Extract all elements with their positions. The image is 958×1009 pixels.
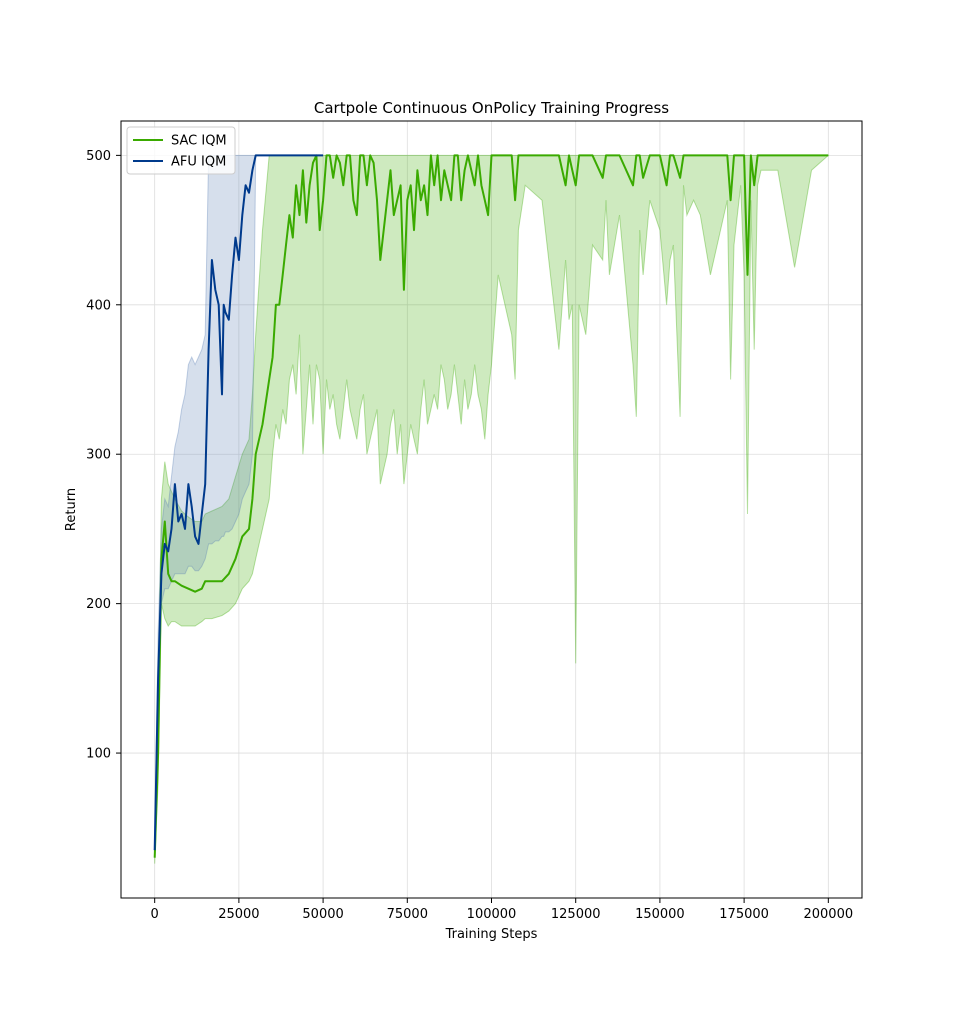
y-tick-label: 300 [86, 448, 111, 463]
x-tick-label: 25000 [218, 907, 259, 922]
y-tick-label: 100 [86, 747, 111, 762]
series-line-sac [153, 154, 829, 858]
x-axis-title: Training Steps [445, 927, 538, 942]
x-tick-label: 200000 [803, 907, 853, 922]
x-tick-label: 0 [151, 907, 159, 922]
x-tick-label: 175000 [719, 907, 769, 922]
x-tick-label: 50000 [302, 907, 343, 922]
y-tick-label: 400 [86, 298, 111, 313]
legend-label-afu: AFU IQM [171, 155, 226, 170]
y-tick-label: 200 [86, 597, 111, 612]
chart-title: Cartpole Continuous OnPolicy Training Pr… [314, 99, 669, 117]
y-tick-label: 500 [86, 149, 111, 164]
x-tick-label: 125000 [551, 907, 601, 922]
legend-label-sac: SAC IQM [171, 134, 227, 149]
series-line-afu [153, 154, 324, 851]
x-tick-label: 100000 [467, 907, 517, 922]
y-axis-title: Return [64, 488, 79, 531]
axis-ticks: 0 25000 50000 75000 100000 125000 150000 175000… [86, 149, 853, 922]
x-tick-label: 150000 [635, 907, 685, 922]
legend: SAC IQM AFU IQM [126, 126, 236, 175]
x-tick-label: 75000 [387, 907, 428, 922]
legend-box [126, 126, 236, 175]
series-lines [153, 154, 829, 858]
